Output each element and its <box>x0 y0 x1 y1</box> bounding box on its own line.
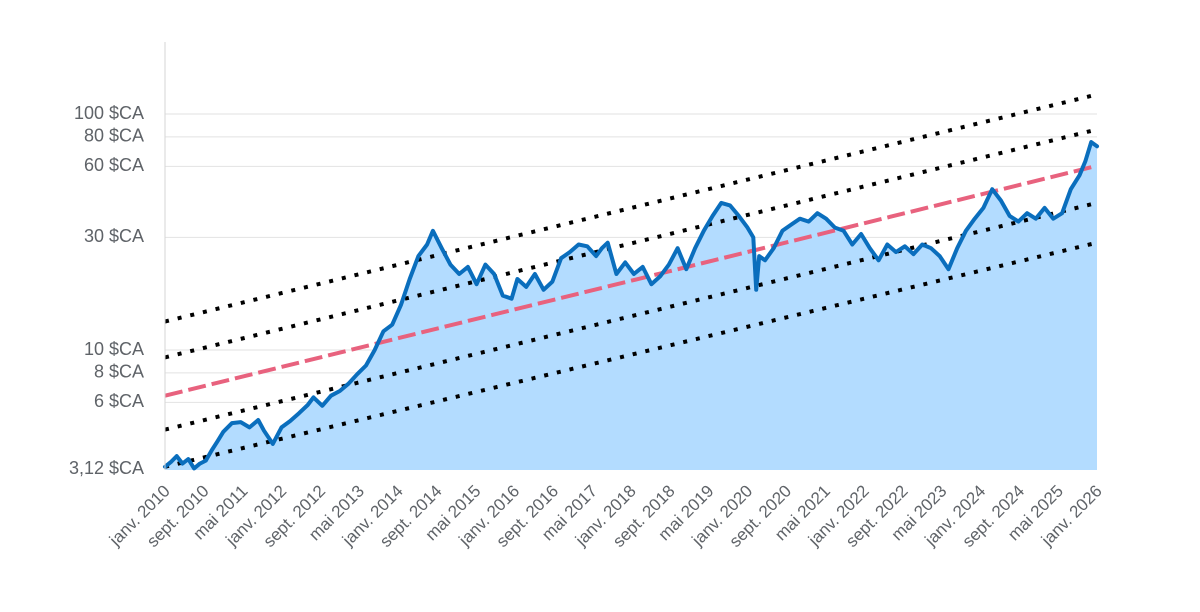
price-layer <box>163 140 1099 471</box>
y-axis-labels: 3,12 $CA 6 $CA 8 $CA 10 $CA 30 $CA 60 $CA 80 $… <box>69 103 144 478</box>
upper-band-1-line <box>164 127 1098 360</box>
upper-band-2-line <box>164 92 1098 324</box>
y-tick-label: 60 $CA <box>84 155 144 175</box>
lower-band-1-line <box>164 200 1098 432</box>
y-tick-label: 80 $CA <box>84 126 144 146</box>
trend-layer <box>164 163 1098 398</box>
y-tick-label: 6 $CA <box>94 391 144 411</box>
price-area <box>165 142 1097 470</box>
band-layer <box>164 92 1098 469</box>
lower-band-2-line <box>164 240 1098 469</box>
y-tick-label: 8 $CA <box>94 362 144 382</box>
area-layer <box>165 142 1097 470</box>
y-tick-label: 3,12 $CA <box>69 458 144 478</box>
trend-line <box>164 163 1098 398</box>
y-tick-label: 100 $CA <box>74 103 144 123</box>
y-tick-label: 10 $CA <box>84 339 144 359</box>
y-tick-label: 30 $CA <box>84 226 144 246</box>
price-line <box>163 140 1099 471</box>
